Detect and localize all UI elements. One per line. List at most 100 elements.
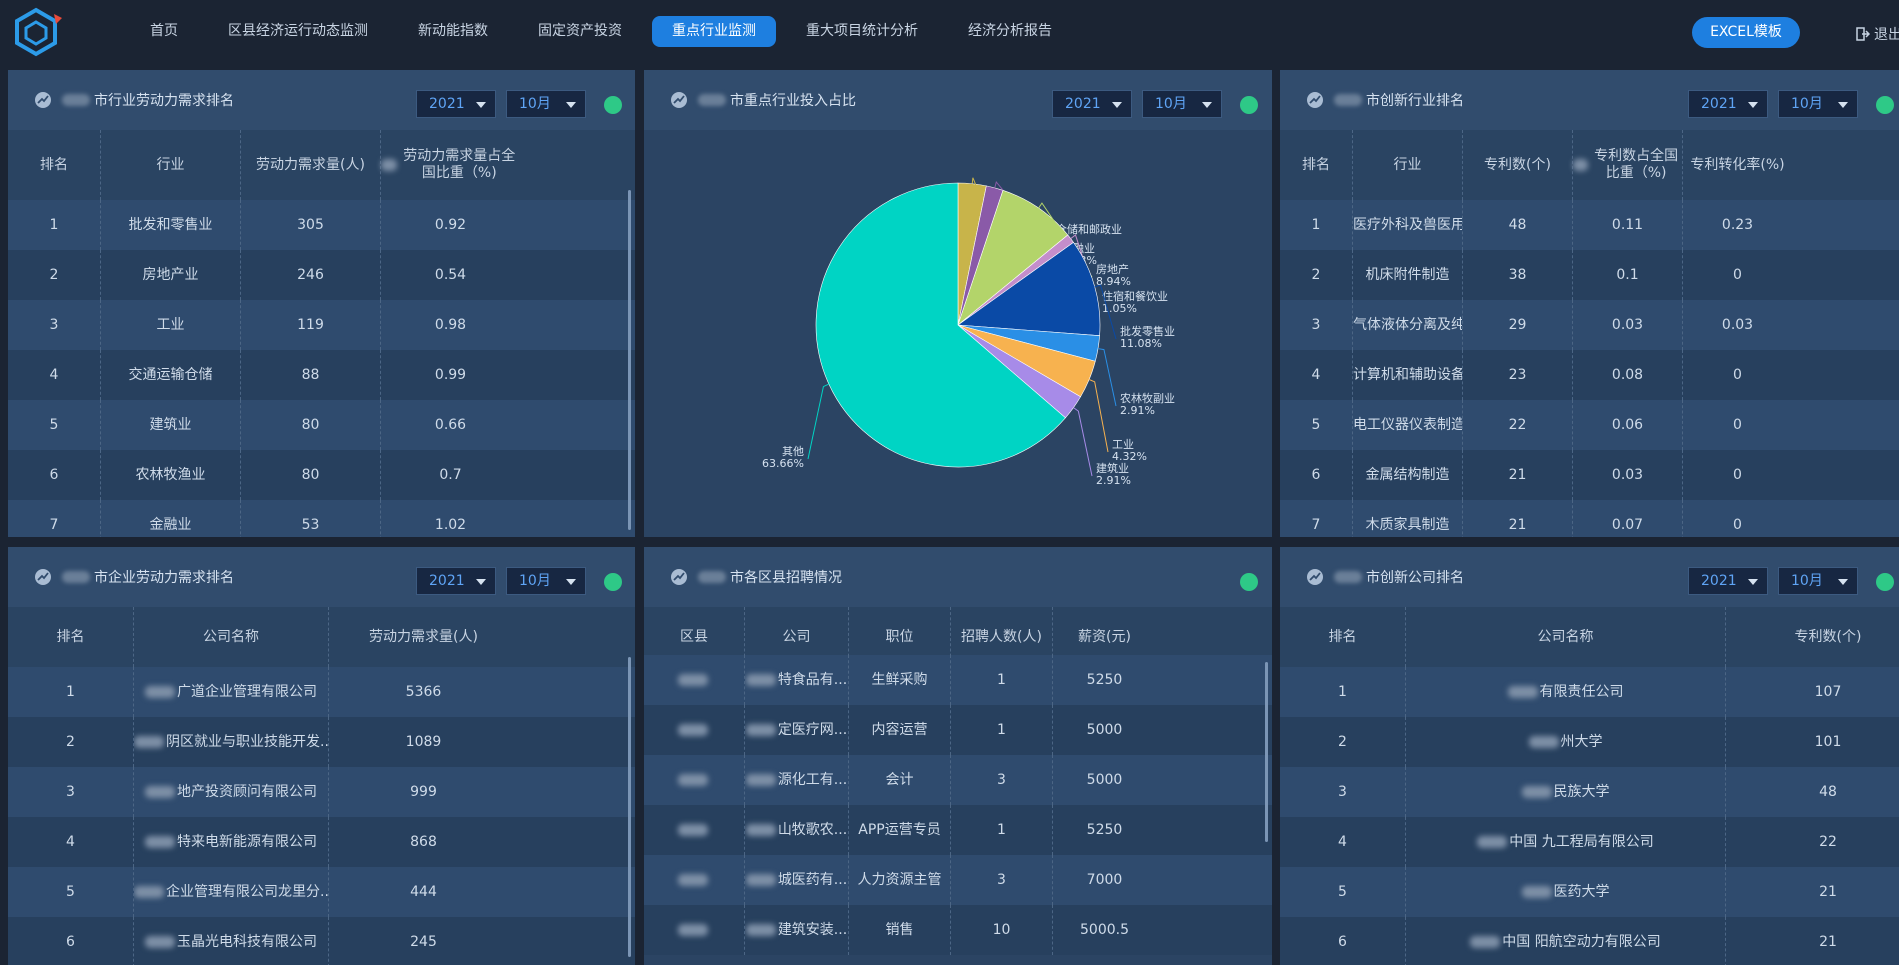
table-row[interactable]: 3 气体液体分离及纯... 29 0.03 0.03 (1280, 300, 1899, 350)
table-cell: 建筑业 (100, 400, 240, 450)
column-header: 劳动力需求量(人) (328, 607, 518, 667)
column-header-label: 排名 (40, 156, 68, 173)
redacted-text (134, 886, 164, 898)
pie-value-label: 1.05% (1102, 302, 1137, 315)
table-cell: 0.07 (1572, 500, 1682, 537)
logo (10, 6, 62, 58)
scrollbar[interactable] (628, 657, 631, 957)
year-select[interactable]: 2021 (416, 567, 496, 595)
month-select[interactable]: 10月 (506, 567, 586, 595)
table-row[interactable]: 1 批发和零售业 305 0.92 (8, 200, 635, 250)
nav-item[interactable]: 固定资产投资 (538, 23, 622, 39)
cell-value: 101 (1814, 734, 1842, 750)
table-row[interactable]: 6 农林牧渔业 80 0.7 (8, 450, 635, 500)
table-row[interactable]: 2 房地产业 246 0.54 (8, 250, 635, 300)
table-row[interactable]: 6 中国 阳航空动力有限公司 21 (1280, 917, 1899, 965)
pie-slice[interactable] (957, 189, 1069, 326)
table-row[interactable]: 5 医药大学 21 (1280, 867, 1899, 917)
table-row[interactable]: 5 建筑业 80 0.66 (8, 400, 635, 450)
trend-icon (671, 92, 687, 108)
table-row[interactable]: 4 中国 九工程局有限公司 22 (1280, 817, 1899, 867)
column-header-label: 公司 (782, 628, 811, 645)
year-select[interactable]: 2021 (416, 90, 496, 118)
cell-value: 245 (410, 934, 437, 950)
table-cell: 0.66 (380, 400, 520, 450)
table-row[interactable]: 山牧歌农... APP运营专员 1 5250 (644, 805, 1272, 855)
table-row[interactable]: 1 广道企业管理有限公司 5366 (8, 667, 635, 717)
table-row[interactable]: 6 金属结构制造 21 0.03 0 (1280, 450, 1899, 500)
table-cell: 5000 (1052, 755, 1156, 805)
table-row[interactable]: 5 电工仪器仪表制造 22 0.06 0 (1280, 400, 1899, 450)
cell-value: 民族大学 (1553, 784, 1610, 800)
logout-icon (1856, 27, 1870, 41)
column-header-label: 排名 (56, 628, 85, 645)
excel-template-button[interactable]: EXCEL模板 (1692, 17, 1800, 48)
table-row[interactable]: 1 有限责任公司 107 (1280, 667, 1899, 717)
redacted-text (134, 736, 164, 748)
table-header: 排名 公司名称 劳动力需求量(人) (8, 607, 635, 667)
table-cell: 80 (240, 400, 380, 450)
scrollbar[interactable] (628, 190, 631, 530)
cell-value: 人力资源主管 (857, 872, 942, 888)
cell-value: 0.99 (434, 367, 467, 383)
month-select[interactable]: 10月 (1778, 567, 1858, 595)
nav-item[interactable]: 经济分析报告 (968, 23, 1052, 39)
table-row[interactable]: 4 计算机和辅助设备... 23 0.08 0 (1280, 350, 1899, 400)
table-cell: 107 (1725, 667, 1899, 717)
table-row[interactable]: 2 机床附件制造 38 0.1 0 (1280, 250, 1899, 300)
table-cell: 88 (240, 350, 380, 400)
table-cell: 246 (240, 250, 380, 300)
nav-item[interactable]: 重点行业监测 (652, 16, 776, 47)
table-row[interactable]: 6 玉晶光电科技有限公司 245 (8, 917, 635, 965)
table-row[interactable]: 3 地产投资顾问有限公司 999 (8, 767, 635, 817)
nav-item[interactable]: 重大项目统计分析 (806, 23, 918, 39)
logout-button[interactable]: 退出 (1856, 24, 1899, 44)
cell-value: 7 (49, 517, 59, 533)
redacted-text (145, 936, 175, 948)
nav-item[interactable]: 区县经济运行动态监测 (228, 23, 368, 39)
year-value: 2021 (1065, 96, 1101, 112)
cell-value: 7000 (1086, 872, 1123, 888)
table-row[interactable]: 源化工有... 会计 3 5000 (644, 755, 1272, 805)
table-row[interactable]: 2 州大学 101 (1280, 717, 1899, 767)
column-header-label: 劳动力需求量(人) (369, 628, 478, 645)
pie-label: 房地产 (1096, 262, 1129, 276)
table-row[interactable]: 7 木质家具制造 21 0.07 0 (1280, 500, 1899, 537)
panel-title: 市创新行业排名 (1306, 90, 1464, 110)
table-row[interactable]: 定医疗网... 内容运营 1 5000 (644, 705, 1272, 755)
nav-item[interactable]: 首页 (150, 23, 178, 39)
refresh-icon[interactable] (604, 573, 622, 591)
table-row[interactable]: 4 特来电新能源有限公司 868 (8, 817, 635, 867)
table-cell: 80 (240, 450, 380, 500)
table-row[interactable]: 5 企业管理有限公司龙里分... 444 (8, 867, 635, 917)
refresh-icon[interactable] (1240, 96, 1258, 114)
table-cell: 0.1 (1572, 250, 1682, 300)
nav-item[interactable]: 新动能指数 (418, 23, 488, 39)
refresh-icon[interactable] (1876, 96, 1894, 114)
redacted-text (145, 836, 175, 848)
cell-value: 38 (1508, 267, 1527, 283)
refresh-icon[interactable] (604, 96, 622, 114)
year-select[interactable]: 2021 (1052, 90, 1132, 118)
table-row[interactable]: 4 交通运输仓储 88 0.99 (8, 350, 635, 400)
refresh-icon[interactable] (1876, 573, 1894, 591)
pie-label-line (1097, 348, 1117, 407)
year-select[interactable]: 2021 (1688, 567, 1768, 595)
refresh-icon[interactable] (1240, 573, 1258, 591)
table-row[interactable]: 特食品有... 生鲜采购 1 5250 (644, 655, 1272, 705)
table-row[interactable]: 3 工业 119 0.98 (8, 300, 635, 350)
year-select[interactable]: 2021 (1688, 90, 1768, 118)
scrollbar[interactable] (1265, 662, 1268, 842)
table-row[interactable]: 建筑安装... 销售 10 5000.5 (644, 905, 1272, 955)
column-header-label: 行业 (1393, 156, 1422, 173)
table-row[interactable]: 城医药有... 人力资源主管 3 7000 (644, 855, 1272, 905)
month-value: 10月 (519, 573, 551, 589)
table-row[interactable]: 7 金融业 53 1.02 (8, 500, 635, 537)
table-row[interactable]: 3 民族大学 48 (1280, 767, 1899, 817)
table-row[interactable]: 1 医疗外科及兽医用... 48 0.11 0.23 (1280, 200, 1899, 250)
table-row[interactable]: 2 阴区就业与职业技能开发... 1089 (8, 717, 635, 767)
month-select[interactable]: 10月 (1142, 90, 1222, 118)
month-select[interactable]: 10月 (1778, 90, 1858, 118)
month-select[interactable]: 10月 (506, 90, 586, 118)
key-industry-investment-panel: 市重点行业投入占比 2021 10月 交通运输、仓储和邮政业3.2%金融业1.9… (644, 70, 1272, 537)
